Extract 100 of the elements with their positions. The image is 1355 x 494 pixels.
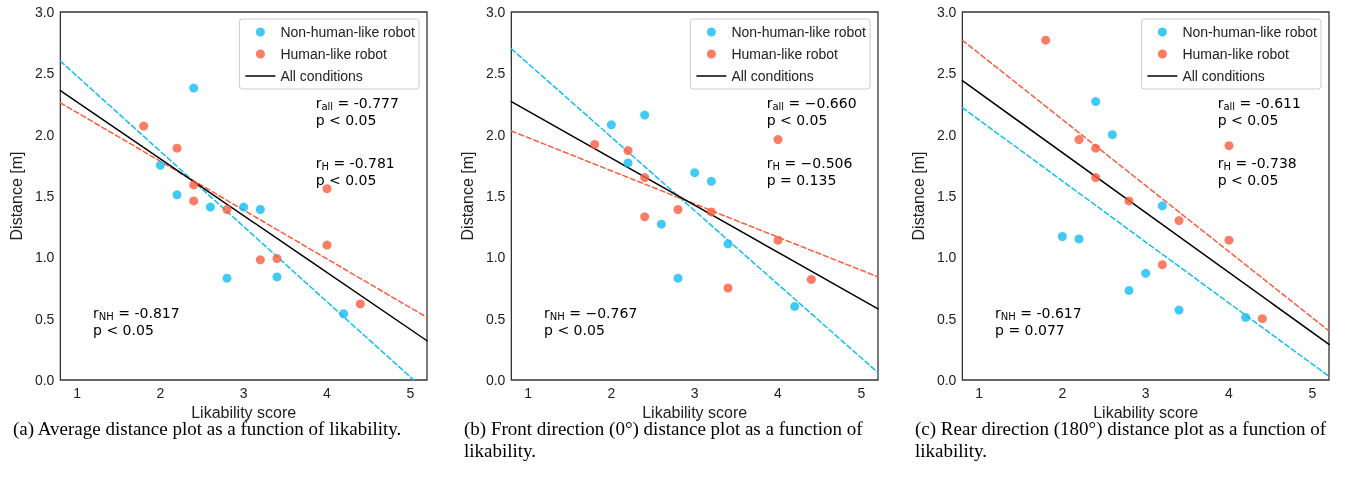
point: [1257, 314, 1267, 324]
x-tick-label: 3: [690, 385, 699, 401]
x-tick-label: 1: [73, 385, 82, 401]
x-tick-label: 2: [156, 385, 165, 401]
point: [322, 240, 332, 250]
point: [790, 301, 800, 311]
y-tick-label: 2.0: [485, 126, 506, 143]
point: [155, 160, 165, 170]
point: [205, 202, 215, 212]
point: [172, 190, 182, 200]
point: [239, 202, 249, 212]
point: [189, 180, 199, 190]
y-tick-label: 1.0: [34, 249, 55, 266]
point: [606, 120, 616, 130]
point: [773, 135, 783, 145]
point: [1091, 143, 1101, 153]
legend-label: Non-human-like robot: [1182, 24, 1318, 40]
point: [673, 205, 683, 214]
y-tick-label: 3.0: [34, 4, 55, 20]
point: [255, 255, 265, 265]
x-tick-label: 5: [1308, 385, 1317, 401]
y-tick-label: 1.5: [936, 188, 957, 204]
x-tick-label: 3: [239, 385, 248, 401]
x-tick-label: 2: [1058, 385, 1067, 401]
point: [322, 184, 332, 194]
point: [1107, 130, 1117, 140]
x-tick-label: 5: [857, 385, 866, 401]
point: [272, 254, 282, 264]
x-tick-label: 1: [975, 385, 984, 401]
point: [1141, 268, 1151, 278]
point: [339, 309, 349, 319]
point: [1124, 196, 1134, 206]
legend-label: Human-like robot: [280, 46, 388, 62]
legend-label: Human-like robot: [731, 46, 839, 62]
x-tick-label: 2: [607, 385, 616, 401]
y-tick-label: 2.5: [485, 65, 506, 82]
point: [172, 143, 182, 153]
y-tick-label: 3.0: [936, 4, 957, 20]
y-axis-title: Distance [m]: [7, 151, 25, 241]
y-tick-label: 3.0: [485, 4, 506, 20]
y-tick-label: 0.0: [936, 372, 957, 388]
point: [1174, 216, 1184, 226]
point: [806, 274, 816, 284]
y-tick-label: 1.0: [936, 249, 957, 266]
y-tick-label: 1.5: [485, 188, 506, 204]
legend-label: Non-human-like robot: [280, 24, 416, 40]
point: [1074, 234, 1084, 244]
y-tick-label: 0.5: [936, 310, 957, 327]
y-tick-label: 0.0: [485, 372, 506, 388]
point: [222, 205, 232, 214]
point: [656, 219, 666, 229]
point: [189, 83, 199, 93]
point: [272, 272, 282, 282]
y-tick-label: 2.5: [936, 65, 957, 82]
x-tick-label: 5: [406, 385, 415, 401]
point: [1124, 285, 1134, 295]
point: [1041, 35, 1051, 45]
point: [255, 205, 265, 214]
point: [189, 196, 199, 206]
point: [1224, 141, 1234, 151]
point: [1074, 135, 1084, 145]
y-tick-label: 2.0: [34, 126, 55, 143]
point: [1057, 231, 1067, 241]
point: [1241, 312, 1251, 322]
x-tick-label: 1: [524, 385, 533, 401]
y-tick-label: 1.0: [485, 249, 506, 266]
point: [1224, 235, 1234, 245]
legend-label: Human-like robot: [1182, 46, 1290, 62]
point: [690, 168, 700, 178]
point: [1157, 201, 1167, 211]
point: [640, 173, 650, 183]
y-tick-label: 0.0: [34, 372, 55, 388]
point: [1157, 260, 1167, 270]
point: [706, 207, 716, 217]
x-tick-label: 4: [1225, 385, 1234, 401]
x-tick-label: 4: [323, 385, 332, 401]
y-axis-title: Distance [m]: [909, 151, 927, 241]
legend-label: All conditions: [731, 68, 814, 84]
legend-label: Non-human-like robot: [731, 24, 867, 40]
y-tick-label: 0.5: [34, 310, 55, 327]
point: [139, 121, 149, 131]
y-tick-label: 0.5: [485, 310, 506, 327]
legend-label: All conditions: [280, 68, 363, 84]
legend-label: All conditions: [1182, 68, 1265, 84]
y-tick-label: 2.0: [936, 126, 957, 143]
point: [222, 273, 232, 283]
point: [640, 212, 650, 222]
point: [723, 239, 733, 249]
point: [355, 299, 365, 309]
point: [623, 146, 633, 156]
point: [1091, 97, 1101, 107]
point: [723, 283, 733, 293]
point: [673, 273, 683, 283]
point: [1174, 305, 1184, 315]
point: [623, 158, 633, 168]
point: [773, 235, 783, 245]
point: [640, 110, 650, 120]
y-tick-label: 1.5: [34, 188, 55, 204]
x-tick-label: 3: [1141, 385, 1150, 401]
y-tick-label: 2.5: [34, 65, 55, 82]
